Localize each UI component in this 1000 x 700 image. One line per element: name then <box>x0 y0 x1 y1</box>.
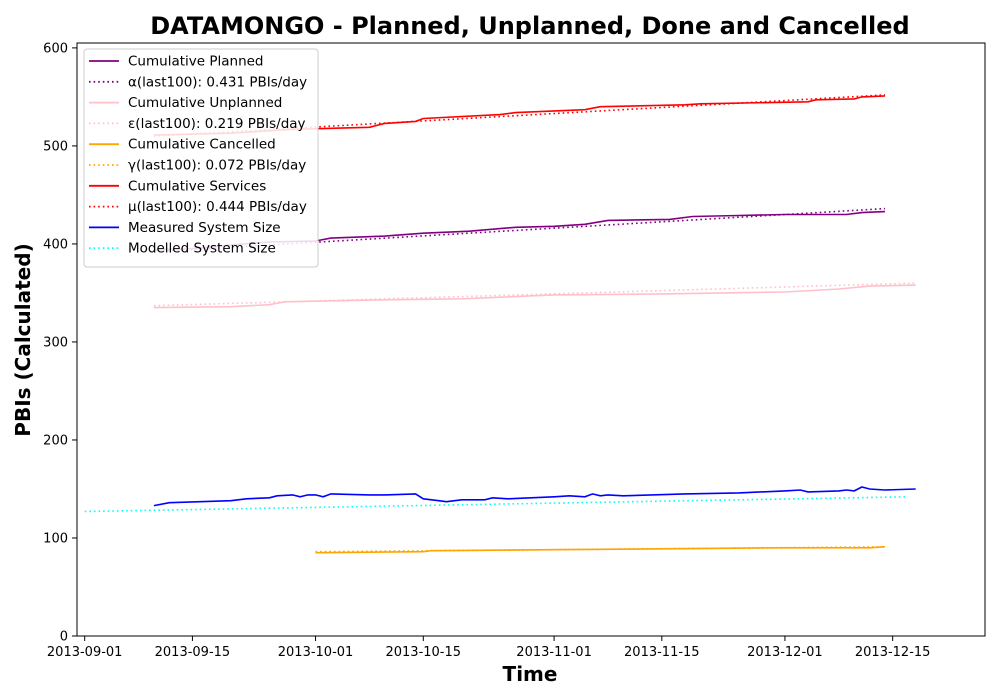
x-tick-label: 2013-12-01 <box>747 645 823 660</box>
legend-label: Cumulative Services <box>128 178 266 194</box>
y-tick-label: 100 <box>43 531 68 546</box>
legend-label: μ(last100): 0.444 PBIs/day <box>128 199 307 215</box>
x-tick-label: 2013-12-15 <box>855 645 931 660</box>
series-line-6 <box>153 95 886 136</box>
y-tick-label: 400 <box>43 237 68 252</box>
series-line-9 <box>84 496 909 513</box>
legend-label: Cumulative Cancelled <box>128 137 276 153</box>
y-tick-label: 500 <box>43 139 68 154</box>
plot-frame <box>76 42 986 637</box>
legend-label: Cumulative Planned <box>128 54 264 70</box>
series-line-8 <box>153 486 916 507</box>
legend-label: ε(last100): 0.219 PBIs/day <box>128 116 306 132</box>
x-tick-label: 2013-09-15 <box>155 645 231 660</box>
y-tick-label: 200 <box>43 433 68 448</box>
legend-label: Measured System Size <box>128 220 281 236</box>
series-line-5 <box>315 546 886 553</box>
plot-area <box>76 42 986 637</box>
y-axis-label: PBIs (Calculated) <box>11 243 35 436</box>
legend-label: Cumulative Unplanned <box>128 95 282 111</box>
legend-label: α(last100): 0.431 PBIs/day <box>128 74 307 90</box>
chart-title: DATAMONGO - Planned, Unplanned, Done and… <box>150 12 910 40</box>
legend-box <box>83 48 319 268</box>
series-line-2 <box>153 284 916 309</box>
legend: Cumulative Planned α(last100): 0.431 PBIs… <box>83 48 319 268</box>
x-tick-label: 2013-10-15 <box>385 645 461 660</box>
legend-label: γ(last100): 0.072 PBIs/day <box>128 158 306 174</box>
x-axis-label: Time <box>503 662 558 686</box>
series-line-4 <box>315 546 886 554</box>
x-tick-label: 2013-11-01 <box>516 645 592 660</box>
y-axis: 0 100 200 300 400 500 600 <box>43 41 77 645</box>
y-tick-label: 0 <box>60 630 68 645</box>
x-tick-label: 2013-11-15 <box>624 645 700 660</box>
x-tick-label: 2013-10-01 <box>278 645 354 660</box>
x-tick-label: 2013-09-01 <box>47 645 123 660</box>
y-tick-label: 600 <box>43 41 68 56</box>
series-line-3 <box>153 282 916 307</box>
x-axis: 2013-09-01 2013-09-15 2013-10-01 2013-10-15… <box>47 636 931 660</box>
y-tick-label: 300 <box>43 335 68 350</box>
legend-label: Modelled System Size <box>128 241 276 257</box>
